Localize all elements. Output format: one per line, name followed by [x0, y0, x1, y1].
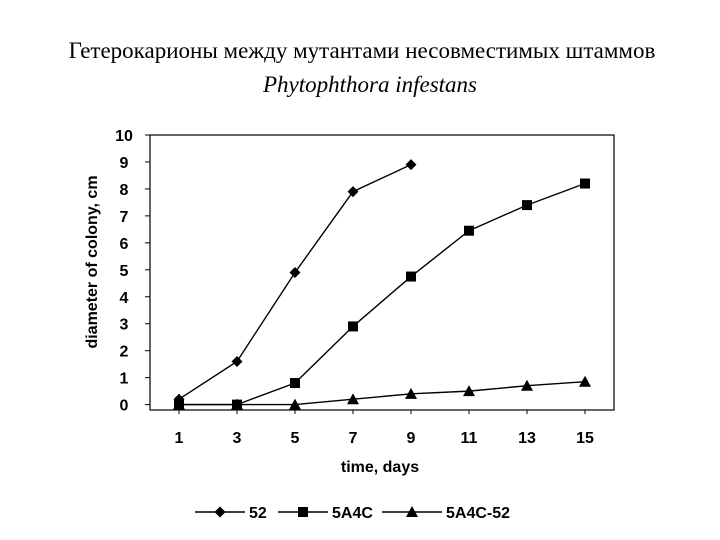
y-axis-label: diameter of colony, cm [84, 175, 101, 348]
x-tick-label: 9 [407, 430, 416, 447]
data-point [521, 379, 533, 391]
legend-marker [406, 506, 418, 517]
data-point [348, 321, 358, 332]
chart-title-species: Phytophthora infestans [262, 72, 477, 97]
x-tick-label: 3 [233, 430, 242, 447]
data-point [580, 178, 590, 189]
y-tick-label: 6 [120, 236, 129, 253]
series-line [178, 164, 412, 400]
y-tick-label: 9 [120, 155, 129, 172]
data-point [464, 225, 474, 236]
data-point [405, 159, 417, 171]
x-tick-label: 11 [461, 430, 478, 447]
data-point [579, 375, 591, 387]
data-point [522, 200, 532, 211]
data-point [347, 186, 359, 198]
y-tick-label: 3 [120, 317, 129, 334]
y-tick-label: 1 [120, 371, 129, 388]
legend-marker [214, 506, 226, 518]
chart-title: Гетерокарионы между мутантами несовмести… [69, 38, 656, 63]
data-point [289, 267, 301, 278]
y-tick-label: 0 [120, 398, 129, 415]
x-tick-label: 15 [576, 430, 594, 447]
data-point [231, 355, 243, 367]
legend-label: 52 [249, 505, 267, 522]
legend-label: 5A4C-52 [446, 505, 510, 522]
y-tick-label: 7 [120, 209, 129, 226]
y-tick-label: 10 [115, 128, 133, 145]
data-point [405, 387, 417, 399]
y-tick-label: 2 [120, 344, 129, 361]
data-point [347, 393, 359, 405]
y-tick-label: 4 [120, 290, 129, 307]
legend-marker [298, 507, 308, 517]
y-tick-label: 5 [120, 263, 129, 280]
data-point [463, 385, 475, 397]
data-point [290, 378, 300, 389]
plot-frame [149, 134, 615, 411]
data-point [289, 398, 301, 410]
x-axis-label: time, days [341, 459, 419, 476]
x-tick-label: 7 [349, 430, 358, 447]
data-point [231, 398, 243, 410]
legend-label: 5A4C [332, 505, 373, 522]
x-tick-label: 13 [518, 430, 536, 447]
y-tick-label: 8 [120, 182, 129, 199]
series-line [179, 380, 586, 406]
x-tick-label: 1 [175, 430, 184, 447]
data-point [173, 398, 185, 410]
series-line [179, 182, 586, 406]
data-point [406, 271, 416, 282]
x-tick-label: 5 [291, 430, 300, 447]
